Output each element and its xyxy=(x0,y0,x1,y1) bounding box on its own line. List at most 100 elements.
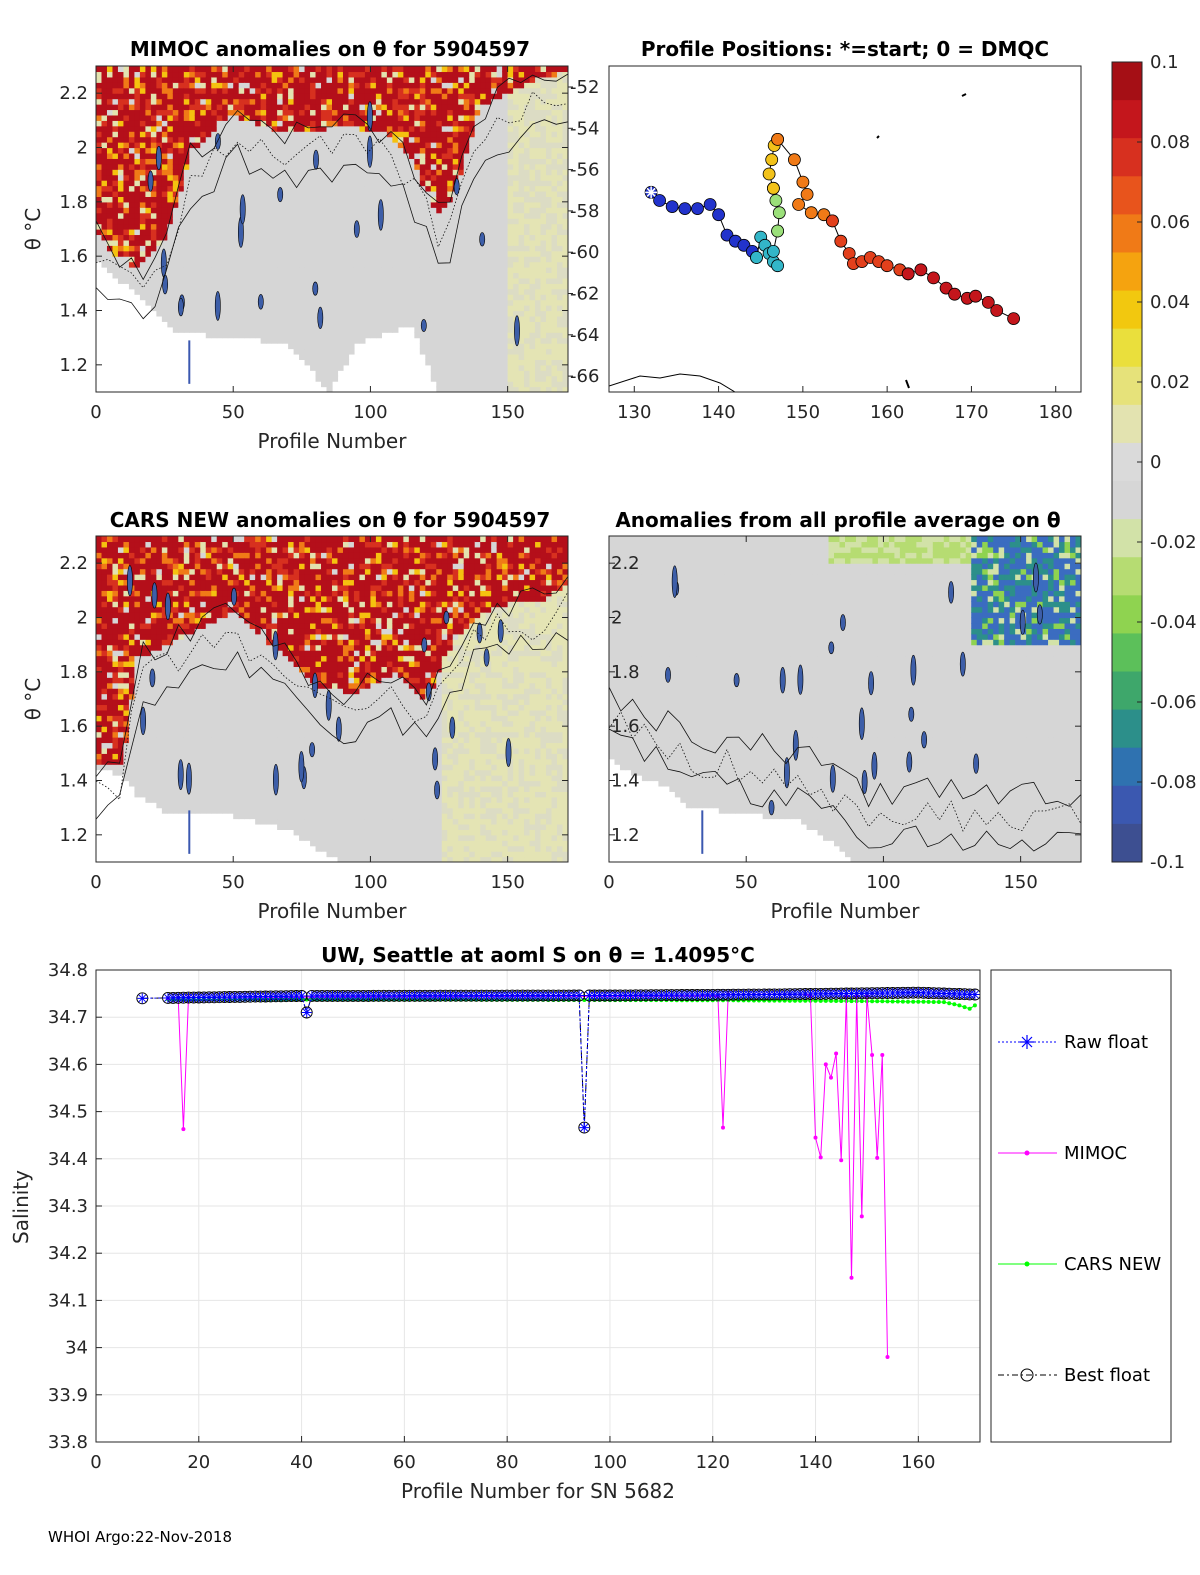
heatmap-cell xyxy=(458,158,465,165)
heatmap-cell xyxy=(353,326,361,333)
heatmap-cell xyxy=(150,239,157,246)
heatmap-cell xyxy=(244,229,251,236)
heatmap-cell xyxy=(233,310,240,317)
heatmap-cell xyxy=(189,98,196,105)
heatmap-cell xyxy=(326,315,333,322)
heatmap-cell xyxy=(266,66,273,73)
heatmap-cell xyxy=(112,650,119,657)
heatmap-cell xyxy=(507,343,514,350)
heatmap-cell xyxy=(315,261,322,268)
island-marks xyxy=(876,93,967,389)
heatmap-cell xyxy=(529,87,536,94)
heatmap-cell xyxy=(249,196,256,203)
heatmap-cell xyxy=(480,229,487,236)
heatmap-cell xyxy=(156,66,163,73)
heatmap-cell xyxy=(106,574,114,581)
heatmap-cell xyxy=(200,169,207,176)
heatmap-cell xyxy=(507,185,514,192)
heatmap-cell xyxy=(106,709,114,716)
heatmap-cell xyxy=(507,93,514,100)
heatmap-cell xyxy=(112,120,119,127)
heatmap-cell xyxy=(244,212,251,219)
heatmap-cell xyxy=(436,343,443,350)
heatmap-cell xyxy=(321,310,328,317)
heatmap-cell xyxy=(392,76,399,83)
heatmap-cell xyxy=(134,245,141,252)
heatmap-cell xyxy=(375,229,382,236)
heatmap-cell xyxy=(321,201,328,208)
heatmap-cell xyxy=(557,207,564,214)
heatmap-cell xyxy=(419,163,426,170)
heatmap-cell xyxy=(364,163,372,170)
heatmap-cell xyxy=(238,174,245,181)
heatmap-cell xyxy=(507,234,514,241)
heatmap-cell xyxy=(430,76,437,83)
profile-position-marker xyxy=(969,289,982,303)
heatmap-cell xyxy=(342,93,350,100)
heatmap-cell xyxy=(480,245,487,252)
heatmap-cell xyxy=(205,310,212,317)
heatmap-cell xyxy=(458,169,465,176)
heatmap-cell xyxy=(507,315,514,322)
heatmap-cell xyxy=(469,288,476,295)
heatmap-cell xyxy=(128,180,136,187)
heatmap-cell xyxy=(222,66,229,73)
heatmap-cell xyxy=(458,223,465,230)
heatmap-cell xyxy=(535,223,542,230)
heatmap-cell xyxy=(288,125,295,132)
heatmap-cell xyxy=(222,174,229,181)
heatmap-cell xyxy=(513,218,520,225)
heatmap-cell xyxy=(255,315,262,322)
heatmap-cell xyxy=(123,98,130,105)
heatmap-cell xyxy=(106,93,114,100)
heatmap-cell xyxy=(348,337,355,344)
heatmap-cell xyxy=(123,277,130,284)
heatmap-cell xyxy=(150,98,157,105)
heatmap-cell xyxy=(233,76,240,83)
heatmap-cell xyxy=(299,93,306,100)
heatmap-cell xyxy=(266,315,273,322)
heatmap-cell xyxy=(502,315,509,322)
heatmap-cell xyxy=(513,267,520,274)
heatmap-cell xyxy=(128,114,136,121)
heatmap-cell xyxy=(518,120,525,127)
heatmap-cell xyxy=(194,174,201,181)
heatmap-cell xyxy=(117,142,125,149)
heatmap-cell xyxy=(123,563,130,570)
heatmap-cell xyxy=(227,163,234,170)
heatmap-cell xyxy=(332,125,339,132)
heatmap-cell xyxy=(200,142,207,149)
heatmap-cell xyxy=(332,185,339,192)
heatmap-cell xyxy=(507,212,514,219)
heatmap-cell xyxy=(150,261,157,268)
heatmap-cell xyxy=(469,212,476,219)
heatmap-cell xyxy=(194,98,201,105)
heatmap-cell xyxy=(441,223,448,230)
heatmap-cell xyxy=(408,125,415,132)
heatmap-cell xyxy=(282,305,289,312)
heatmap-cell xyxy=(491,229,498,236)
heatmap-cell xyxy=(425,76,432,83)
heatmap-cell xyxy=(277,66,284,73)
heatmap-cell xyxy=(430,337,437,344)
heatmap-cell xyxy=(436,120,443,127)
heatmap-cell xyxy=(458,315,465,322)
heatmap-cell xyxy=(145,158,152,165)
heatmap-cell xyxy=(370,152,377,159)
heatmap-cell xyxy=(463,370,470,377)
heatmap-cell xyxy=(546,142,553,149)
heatmap-cell xyxy=(342,234,350,241)
heatmap-cell xyxy=(524,158,531,165)
heatmap-cell xyxy=(397,152,404,159)
heatmap-cell xyxy=(96,245,103,252)
heatmap-cell xyxy=(183,283,190,290)
heatmap-cell xyxy=(441,212,448,219)
heatmap-cell xyxy=(452,109,459,116)
heatmap-cell xyxy=(469,277,476,284)
heatmap-cell xyxy=(222,152,229,159)
heatmap-cell xyxy=(156,239,163,246)
heatmap-cell xyxy=(260,310,267,317)
heatmap-cell xyxy=(222,136,229,143)
heatmap-cell xyxy=(414,315,421,322)
heatmap-cell xyxy=(463,343,470,350)
